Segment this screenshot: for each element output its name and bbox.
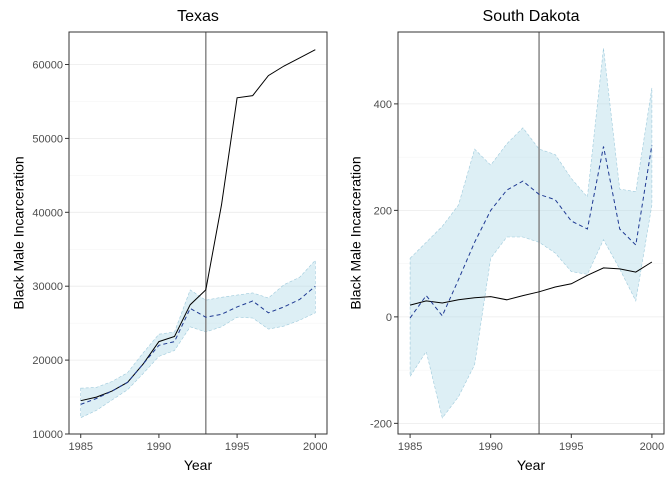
x-tick-label: 1985 [398,441,422,453]
x-tick-label: 1990 [478,441,502,453]
confidence-band [409,47,653,419]
panel-title: Texas [177,8,219,25]
plot-background [398,32,664,434]
series-line-0 [409,261,653,306]
plot-background [69,32,327,434]
x-tick-label: 1990 [147,441,171,453]
x-tick-label: 1985 [68,441,92,453]
x-tick-label: 1995 [225,441,249,453]
panel-border [397,31,665,435]
x-axis-title: Year [517,457,546,473]
y-tick-label: 30000 [32,281,63,293]
panel-title: South Dakota [483,8,580,25]
y-axis-title: Black Male Incarceration [11,156,27,309]
panel-border [68,31,328,435]
y-tick-label: 40000 [32,207,63,219]
y-tick-label: 200 [374,205,392,217]
panel-1: 1985 1990 1995 2000 -200 0 200 400 South Dakota Y… [348,8,665,473]
y-tick-label: 10000 [32,429,63,441]
y-tick-label: 20000 [32,355,63,367]
x-tick-label: 2000 [640,441,664,453]
x-tick-label: 1995 [559,441,583,453]
series-line-1 [80,285,316,405]
y-axis-title: Black Male Incarceration [348,156,364,309]
y-tick-label: -200 [370,418,392,430]
x-axis-title: Year [184,457,213,473]
panel-0: 1985 1990 1995 2000 10000 20000 30000 40000 5000… [11,8,328,473]
x-tick-label: 2000 [303,441,327,453]
y-tick-label: 0 [386,312,392,324]
series-line-1 [409,144,653,319]
y-tick-label: 400 [374,99,392,111]
y-tick-label: 60000 [32,60,63,72]
y-tick-label: 50000 [32,133,63,145]
confidence-band [80,259,316,419]
